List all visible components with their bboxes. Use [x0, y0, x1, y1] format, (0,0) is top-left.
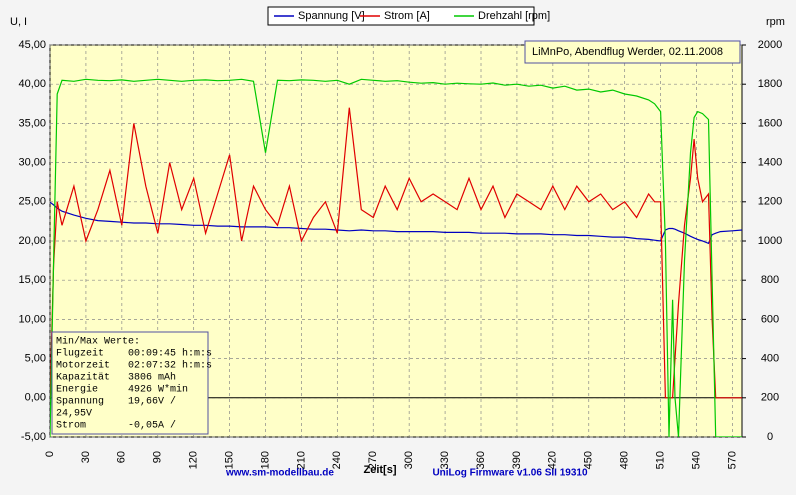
- y2-tick-label: 1000: [758, 235, 782, 247]
- x-tick-label: 60: [116, 451, 128, 463]
- y-tick-label: 25,00: [18, 196, 46, 208]
- y-tick-label: 5,00: [25, 353, 46, 365]
- x-tick-label: 390: [511, 451, 523, 469]
- footer-right: UniLog Firmware v1.06 SII 19310: [432, 468, 588, 479]
- legend-label: Strom [A]: [384, 10, 430, 22]
- x-tick-label: 450: [583, 451, 595, 469]
- y-tick-label: 30,00: [18, 157, 46, 169]
- annotation: LiMnPo, Abendflug Werder, 02.11.2008: [532, 46, 723, 58]
- x-tick-label: 480: [619, 451, 631, 469]
- y2-tick-label: 600: [761, 313, 779, 325]
- x-tick-label: 240: [331, 451, 343, 469]
- y2-tick-label: 0: [767, 431, 773, 443]
- y-tick-label: 20,00: [18, 235, 46, 247]
- y-tick-label: 35,00: [18, 117, 46, 129]
- info-line: Strom -0,05A /: [56, 420, 176, 432]
- y-tick-label: 10,00: [18, 313, 46, 325]
- x-tick-label: 120: [188, 451, 200, 469]
- info-box: [51, 331, 209, 435]
- info-line: Kapazität 3806 mAh: [56, 372, 176, 384]
- series-line: [50, 107, 742, 399]
- series-group: [50, 78, 742, 437]
- legend-label: Drehzahl [rpm]: [478, 10, 550, 22]
- info-title: Min/Max Werte:: [56, 336, 140, 348]
- x-tick-label: 360: [475, 451, 487, 469]
- x-tick-label: 0: [44, 451, 56, 457]
- y2-tick-label: 200: [761, 392, 779, 404]
- info-line: Energie 4926 W*min: [56, 384, 188, 396]
- info-line: Motorzeit 02:07:32 h:m:s: [56, 360, 212, 372]
- x-tick-label: 210: [295, 451, 307, 469]
- info-line: Flugzeit 00:09:45 h:m:s: [56, 348, 212, 360]
- x-tick-label: 510: [654, 451, 666, 469]
- y-axis-label: U, I: [10, 16, 27, 28]
- y-tick-label: 15,00: [18, 274, 46, 286]
- series-line: [50, 201, 742, 245]
- x-tick-label: 420: [547, 451, 559, 469]
- x-tick-label: 570: [726, 451, 738, 469]
- x-tick-label: 300: [403, 451, 415, 469]
- x-tick-label: 330: [439, 451, 451, 469]
- y2-axis-label: rpm: [766, 16, 785, 28]
- footer-left: www.sm-modellbau.de: [225, 468, 334, 479]
- y2-tick-label: 1800: [758, 78, 782, 90]
- y-tick-label: 40,00: [18, 78, 46, 90]
- annotation-box: [524, 40, 741, 64]
- y2-tick-label: 2000: [758, 39, 782, 51]
- y-tick-label: 0,00: [25, 392, 46, 404]
- legend-label: Spannung [V]: [298, 10, 365, 22]
- info-line: 24,95V: [56, 409, 92, 420]
- series-line: [50, 78, 742, 437]
- x-tick-label: 270: [367, 451, 379, 469]
- legend-box: [267, 6, 535, 26]
- y2-tick-label: 400: [761, 353, 779, 365]
- y2-tick-label: 1400: [758, 157, 782, 169]
- info-line: Spannung 19,66V /: [56, 396, 176, 408]
- x-tick-label: 30: [80, 451, 92, 463]
- y2-tick-label: 1200: [758, 196, 782, 208]
- x-axis-label: Zeit[s]: [364, 464, 397, 476]
- x-tick-label: 180: [259, 451, 271, 469]
- x-tick-label: 540: [690, 451, 702, 469]
- y2-tick-label: 1600: [758, 117, 782, 129]
- y-tick-label: 45,00: [18, 39, 46, 51]
- x-tick-label: 90: [152, 451, 164, 463]
- x-tick-label: 150: [223, 451, 235, 469]
- y-tick-label: -5,00: [21, 431, 46, 443]
- y2-tick-label: 800: [761, 274, 779, 286]
